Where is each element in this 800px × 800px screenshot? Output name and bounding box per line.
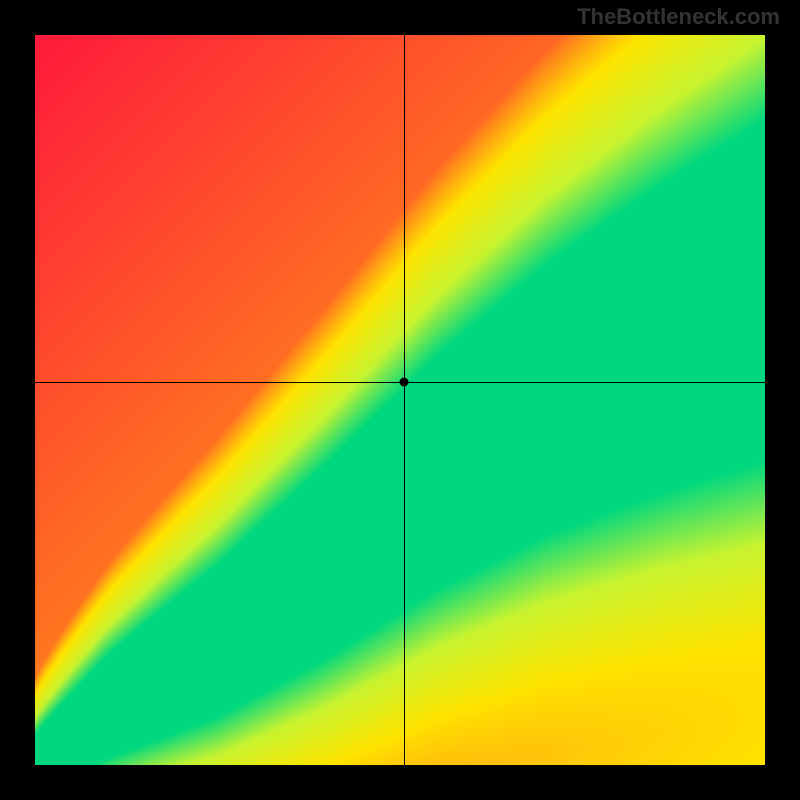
crosshair-vertical bbox=[404, 35, 405, 765]
watermark-text: TheBottleneck.com bbox=[577, 4, 780, 30]
heatmap-canvas bbox=[35, 35, 765, 765]
heatmap-plot bbox=[35, 35, 765, 765]
crosshair-marker bbox=[399, 377, 408, 386]
